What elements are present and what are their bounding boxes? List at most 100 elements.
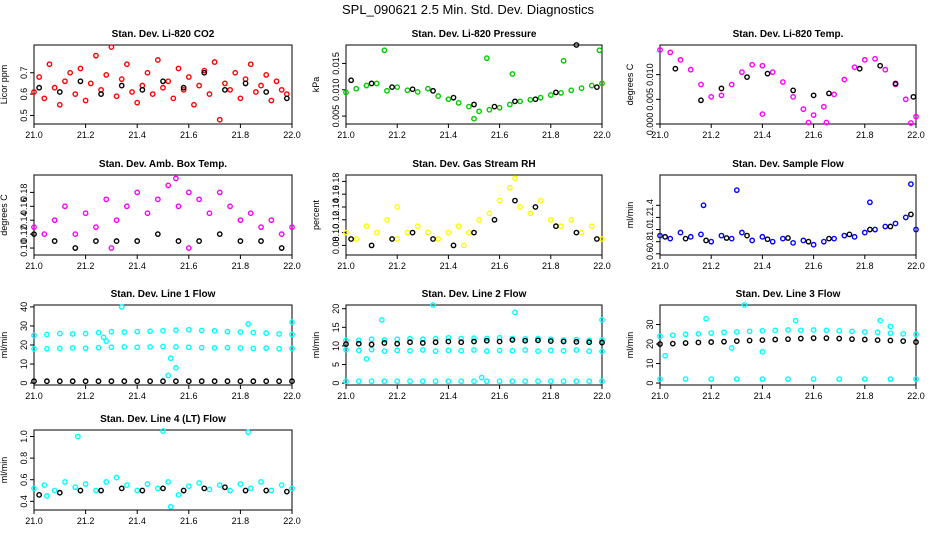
data-point xyxy=(483,335,490,342)
series-black xyxy=(348,42,600,110)
y-tick-label: 20 xyxy=(331,304,341,314)
data-point xyxy=(872,226,878,233)
data-point xyxy=(445,347,452,354)
data-point xyxy=(560,338,567,345)
data-point xyxy=(289,378,295,385)
data-point xyxy=(206,486,213,493)
y-tick-label: 0.010 xyxy=(331,79,341,102)
data-point xyxy=(491,103,498,110)
data-point xyxy=(599,236,605,242)
panel-title: Stan. Dev. Gas Stream RH xyxy=(412,159,535,170)
data-point xyxy=(573,378,580,385)
x-tick-label: 21.4 xyxy=(128,516,146,526)
data-point xyxy=(414,223,421,230)
data-point xyxy=(121,344,128,350)
data-point xyxy=(363,356,370,362)
data-point xyxy=(409,86,416,93)
data-point xyxy=(283,488,290,495)
data-point xyxy=(532,96,539,103)
data-point xyxy=(368,336,375,343)
panel-title: Stan. Dev. Li-820 Temp. xyxy=(733,29,844,40)
data-point xyxy=(222,80,228,87)
data-point xyxy=(196,82,203,89)
data-point xyxy=(445,229,452,236)
data-point xyxy=(289,224,295,231)
series-black xyxy=(657,335,919,347)
data-point xyxy=(198,378,205,385)
data-point xyxy=(450,242,457,249)
x-tick-label: 22.0 xyxy=(283,391,301,401)
data-point xyxy=(483,337,490,344)
data-point xyxy=(759,62,766,69)
data-point xyxy=(856,65,863,72)
x-tick-label: 21.6 xyxy=(491,391,509,401)
data-point xyxy=(247,485,254,492)
x-tick-label: 21.4 xyxy=(754,130,772,140)
panel-title: Stan. Dev. Line 2 Flow xyxy=(422,289,527,300)
series-black xyxy=(348,197,600,249)
data-point xyxy=(733,376,740,383)
data-point xyxy=(772,336,779,343)
data-point xyxy=(432,339,439,346)
data-point xyxy=(31,345,37,352)
plot-frame xyxy=(659,44,917,125)
panel-7: Stan. Dev. Line 1 Flow ml/min 21.0 21.2 21.4… xyxy=(0,289,301,401)
x-tick-label: 21.4 xyxy=(440,261,458,271)
data-point xyxy=(160,485,166,492)
data-point xyxy=(250,378,257,385)
data-point xyxy=(407,378,413,385)
data-point xyxy=(769,238,776,245)
data-point xyxy=(483,348,490,355)
data-point xyxy=(289,331,295,338)
data-point xyxy=(62,203,68,210)
data-point xyxy=(283,95,290,102)
data-point xyxy=(389,236,395,242)
data-point xyxy=(458,339,465,346)
data-point xyxy=(512,98,518,105)
data-point xyxy=(180,487,187,494)
data-point xyxy=(278,482,285,489)
data-point xyxy=(708,330,715,336)
data-point xyxy=(573,42,580,48)
data-point xyxy=(599,337,605,343)
data-point xyxy=(56,89,63,95)
data-point xyxy=(861,376,868,383)
data-point xyxy=(728,345,735,351)
data-point xyxy=(103,196,110,203)
data-point xyxy=(506,101,513,108)
data-point xyxy=(237,481,244,487)
data-point xyxy=(289,485,295,492)
data-point xyxy=(44,345,50,352)
data-point xyxy=(51,84,58,91)
data-point xyxy=(404,87,411,94)
data-point xyxy=(792,317,799,324)
data-point xyxy=(667,235,674,242)
data-point xyxy=(759,327,766,334)
y-tick-label: 0.4 xyxy=(19,495,29,508)
data-point xyxy=(93,238,99,244)
data-point xyxy=(430,87,436,94)
y-tick-label: 10 xyxy=(19,359,29,369)
data-point xyxy=(573,347,580,353)
data-point xyxy=(471,229,477,236)
data-point xyxy=(810,112,817,119)
data-point xyxy=(407,347,413,354)
data-point xyxy=(810,327,817,333)
data-point xyxy=(708,238,715,245)
data-point xyxy=(170,95,177,102)
data-point xyxy=(368,80,375,87)
data-point xyxy=(445,96,452,103)
data-point xyxy=(394,340,401,347)
data-point xyxy=(425,85,431,92)
data-point xyxy=(69,378,76,385)
data-point xyxy=(599,80,605,87)
data-point xyxy=(887,323,894,330)
data-point xyxy=(522,337,529,344)
data-point xyxy=(263,330,270,337)
data-point xyxy=(851,64,858,71)
x-tick-label: 21.2 xyxy=(702,130,720,140)
data-point xyxy=(175,238,182,244)
data-point xyxy=(718,92,725,99)
data-point xyxy=(810,376,817,383)
